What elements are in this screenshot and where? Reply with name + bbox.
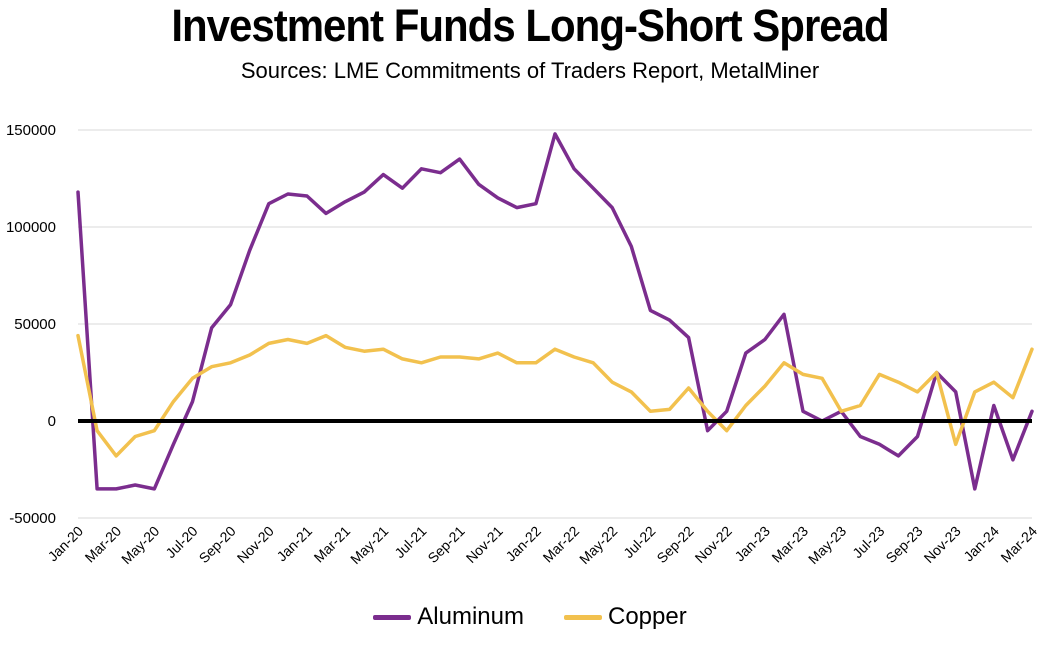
- legend-label-aluminum: Aluminum: [417, 603, 524, 630]
- y-tick-label: -50000: [9, 510, 56, 527]
- chart-subtitle: Sources: LME Commitments of Traders Repo…: [240, 58, 820, 83]
- y-tick-label: 0: [48, 413, 56, 430]
- x-tick-label: May-21: [347, 523, 391, 567]
- series-line-copper: [76, 333, 1034, 458]
- x-tick-label: Sep-20: [196, 523, 239, 566]
- legend-item-copper: Copper: [563, 603, 687, 631]
- y-tick-label: 50000: [14, 316, 56, 333]
- x-tick-label: Jan-21: [273, 523, 315, 565]
- legend-swatch-aluminum: [373, 614, 412, 620]
- series-lines: [76, 132, 1034, 491]
- x-tick-label: Nov-22: [692, 523, 735, 566]
- x-tick-label: Nov-23: [921, 523, 964, 566]
- x-tick-label: Sep-23: [882, 523, 925, 566]
- x-tick-label: May-20: [118, 523, 162, 567]
- x-tick-label: Nov-21: [463, 523, 506, 566]
- x-tick-label: Mar-20: [82, 523, 125, 566]
- chart-title: Investment Funds Long-Short Spread: [171, 0, 889, 51]
- x-tick-label: Sep-21: [424, 523, 467, 566]
- x-tick-label: Sep-22: [653, 523, 696, 566]
- x-tick-label: Jan-22: [502, 523, 544, 565]
- legend-item-aluminum: Aluminum: [373, 603, 524, 631]
- x-tick-label: Mar-23: [768, 523, 811, 566]
- y-tick-label: 100000: [6, 219, 56, 236]
- x-tick-label: Nov-20: [234, 523, 277, 566]
- x-tick-label: Jan-20: [45, 523, 87, 565]
- x-tick-label: Mar-22: [540, 523, 583, 566]
- series-line-aluminum: [76, 132, 1034, 491]
- grid-lines: [78, 129, 1032, 519]
- legend-label-copper: Copper: [607, 603, 687, 630]
- y-tick-label: 150000: [6, 122, 56, 139]
- x-tick-label: Mar-21: [311, 523, 354, 566]
- x-tick-label: Jan-24: [960, 523, 1002, 565]
- x-tick-label: Jan-23: [731, 523, 773, 565]
- legend-swatch-copper: [563, 614, 602, 620]
- x-tick-label: May-22: [576, 523, 620, 567]
- x-tick-label: May-23: [805, 523, 849, 567]
- y-axis-ticks: -50000 0 50000 100000 150000: [6, 122, 56, 527]
- x-tick-label: Mar-24: [997, 523, 1040, 566]
- legend: Aluminum Copper: [0, 603, 1060, 631]
